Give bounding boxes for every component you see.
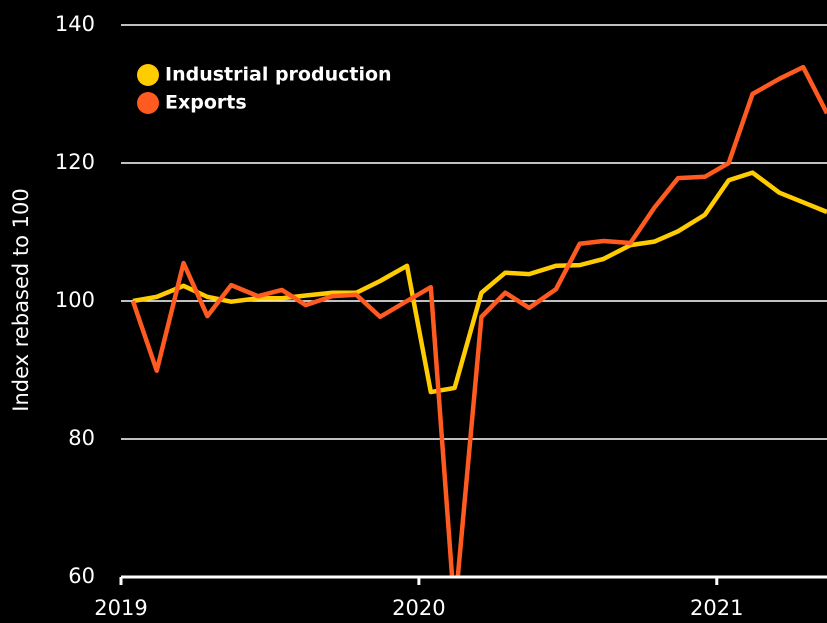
- x-tick-label: 2019: [94, 596, 147, 620]
- y-tick-label: 80: [68, 426, 95, 450]
- y-tick-label: 100: [55, 288, 95, 312]
- x-tick-label: 2020: [392, 596, 445, 620]
- legend-swatch: [137, 92, 159, 114]
- y-axis-label: Index rebased to 100: [9, 188, 33, 411]
- legend-label: Exports: [165, 92, 247, 114]
- series-line: [132, 170, 827, 395]
- x-tick-label: 2021: [690, 596, 743, 620]
- legend-label: Industrial production: [165, 64, 392, 86]
- series-line: [130, 64, 827, 577]
- legend-swatch: [137, 64, 159, 86]
- y-tick-label: 60: [68, 564, 95, 588]
- y-tick-label: 120: [55, 150, 95, 174]
- y-tick-label: 140: [55, 12, 95, 36]
